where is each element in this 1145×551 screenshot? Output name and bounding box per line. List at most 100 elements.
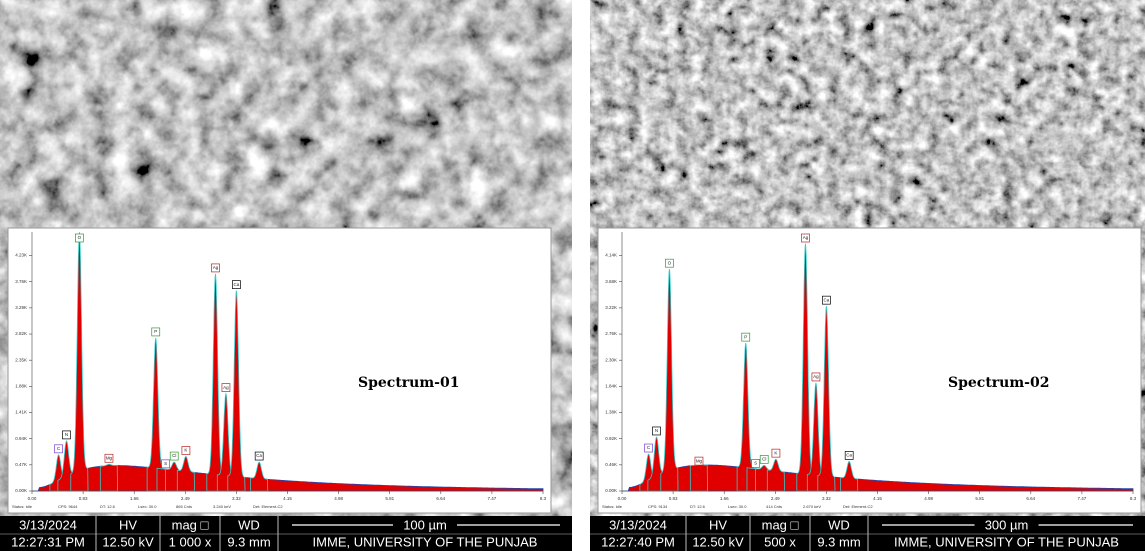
y-tick-label: 3.68K [605, 279, 617, 284]
status-text: 2.670 keV [803, 504, 821, 509]
y-tick-label: 3.29K [15, 305, 27, 310]
x-tick-label: 4.15 [873, 496, 882, 501]
peak-label: Ca [846, 453, 852, 458]
peak-label: Ca [256, 453, 262, 458]
status-text: DT: 12.6 [100, 504, 116, 509]
info-text: 9.3 mm [227, 534, 270, 549]
x-tick-label: 0.00 [28, 496, 37, 501]
x-tick-label: 4.98 [334, 496, 343, 501]
y-tick-label: 0.47K [15, 462, 27, 467]
peak-label: S [164, 461, 167, 466]
peak [100, 464, 117, 491]
x-tick-label: 8.3 [1130, 496, 1137, 501]
peak-label: S [754, 461, 757, 466]
x-tick-label: 0.83 [79, 496, 88, 501]
peak-label: O [668, 260, 672, 265]
x-tick-label: 3.32 [232, 496, 241, 501]
info-text: 3/13/2024 [609, 517, 667, 532]
y-tick-label: 4.23K [15, 253, 27, 258]
peak-label: N [655, 428, 658, 433]
peak-label: Ag [813, 374, 819, 379]
peak-label: K [184, 448, 187, 453]
info-text: HV [119, 517, 137, 532]
x-tick-label: 1.66 [130, 496, 139, 501]
status-text: Lsec: 30.0 [728, 504, 747, 509]
x-tick-label: 2.49 [181, 496, 190, 501]
status-text: 865 Cnts [176, 504, 192, 509]
info-text: 9.3 mm [817, 534, 860, 549]
y-tick-label: 4.14K [605, 253, 617, 258]
y-tick-label: 2.35K [15, 357, 27, 362]
peak-label: N [65, 432, 68, 437]
status-text: Lsec: 30.0 [138, 504, 157, 509]
y-tick-label: 1.41K [15, 410, 27, 415]
status-text: DT: 12.6 [690, 504, 706, 509]
peak-label: Cl [762, 457, 766, 462]
info-text: mag □ [762, 517, 799, 532]
y-tick-label: 0.00K [15, 488, 27, 493]
status-text: Status: Idle [12, 504, 33, 509]
y-tick-label: 1.38K [605, 410, 617, 415]
panel: 0.00K0.47K0.94K1.41K1.88K2.35K2.82K3.29K… [0, 0, 572, 551]
info-text: WD [828, 517, 850, 532]
y-tick-label: 2.82K [15, 331, 27, 336]
peak [690, 465, 707, 491]
x-tick-label: 0.00 [618, 496, 627, 501]
x-tick-label: 5.81 [975, 496, 984, 501]
peak-label: Ag [213, 265, 219, 270]
x-tick-label: 6.64 [1026, 496, 1035, 501]
info-text: 12.50 kV [102, 534, 154, 549]
status-text: Status: Idle [602, 504, 623, 509]
x-tick-label: 7.47 [1078, 496, 1087, 501]
spectrum-title: Spectrum-02 [948, 375, 1049, 391]
y-tick-label: 3.76K [15, 279, 27, 284]
y-tick-label: 2.76K [605, 331, 617, 336]
x-tick-label: 1.66 [720, 496, 729, 501]
x-tick-label: 3.32 [822, 496, 831, 501]
info-text: 1 000 x [169, 534, 212, 549]
peak-label: P [744, 334, 747, 339]
y-tick-label: 1.88K [15, 384, 27, 389]
peak-label: Cl [172, 453, 176, 458]
x-tick-label: 6.64 [436, 496, 445, 501]
info-text: 12:27:31 PM [11, 534, 85, 549]
y-tick-label: 0.92K [605, 436, 617, 441]
info-text: 3/13/2024 [19, 517, 77, 532]
status-text: CPS: 9134 [648, 504, 668, 509]
info-text: 12:27:40 PM [601, 534, 675, 549]
peak-label: Mg [106, 455, 113, 460]
x-tick-label: 2.49 [771, 496, 780, 501]
peak-label: Mg [696, 458, 703, 463]
info-text: HV [709, 517, 727, 532]
info-text: 500 x [764, 534, 796, 549]
x-tick-label: 5.81 [385, 496, 394, 501]
status-text: CPS: 9644 [58, 504, 78, 509]
peak-label: Ca [824, 297, 830, 302]
status-text: Det: Element-C2 [843, 504, 873, 509]
panel: 0.00K 0.46K 0.92K 1.38K 1.84K 2.30K 2.76K 3.22K… [590, 0, 1145, 551]
peak-label: Ag [223, 385, 229, 390]
peak-label: P [154, 329, 157, 334]
y-tick-label: 2.30K [605, 357, 617, 362]
status-text: 3.240 keV [213, 504, 231, 509]
y-tick-label: 1.84K [605, 384, 617, 389]
info-text: WD [238, 517, 260, 532]
x-tick-label: 7.47 [488, 496, 497, 501]
y-tick-label: 3.22K [605, 305, 617, 310]
info-text: 300 µm [985, 517, 1029, 532]
peak-label: O [78, 235, 82, 240]
status-text: Det: Element-C2 [253, 504, 283, 509]
x-tick-label: 8.3 [540, 496, 547, 501]
peak-label: Ag [803, 235, 809, 240]
x-tick-label: 4.98 [924, 496, 933, 501]
spectrum-title: Spectrum-01 [358, 375, 459, 391]
x-tick-label: 0.83 [669, 496, 678, 501]
info-text: 100 µm [403, 517, 447, 532]
info-text: mag □ [172, 517, 209, 532]
y-tick-label: 0.00K [605, 488, 617, 493]
y-tick-label: 0.94K [15, 436, 27, 441]
status-text: 414 Cnts [766, 504, 782, 509]
y-tick-label: 0.46K [605, 462, 617, 467]
peak-label: Ca [234, 282, 240, 287]
x-tick-label: 4.15 [283, 496, 292, 501]
